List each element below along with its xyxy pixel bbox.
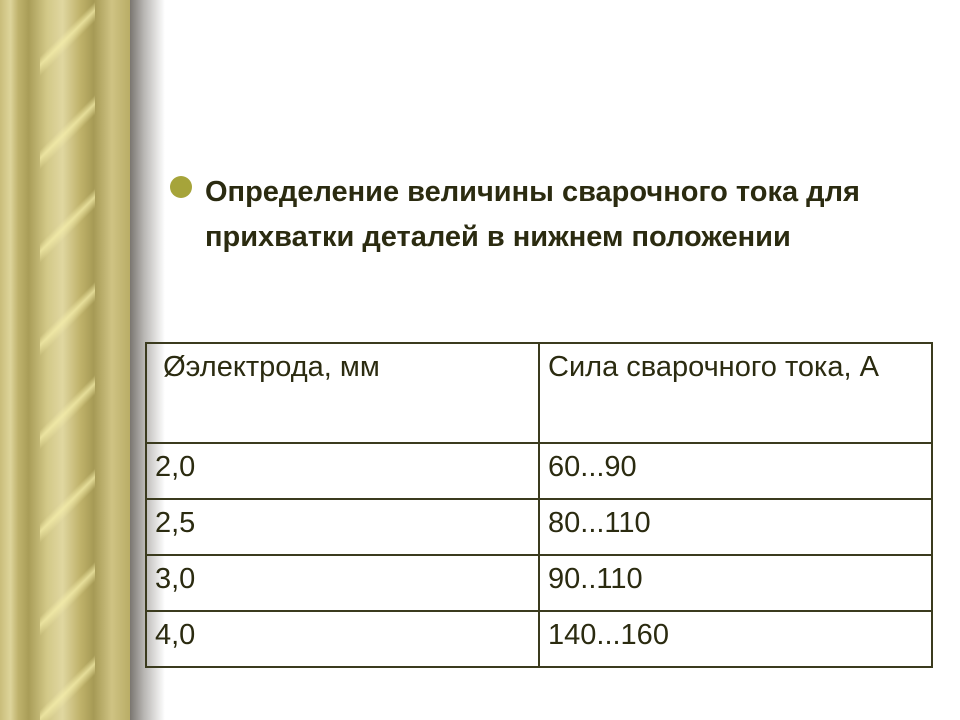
- slide-heading: Определение величины сварочного тока для…: [205, 176, 860, 253]
- table-row: 3,0 90..110: [145, 554, 933, 612]
- current-table: Øэлектрода, мм Сила сварочного тока, А 2…: [145, 342, 933, 668]
- cell-current: 80...110: [538, 498, 933, 556]
- table-row: 2,5 80...110: [145, 498, 933, 556]
- cell-current: 60...90: [538, 442, 933, 500]
- cell-diameter: 4,0: [145, 610, 540, 668]
- header-diameter: Øэлектрода, мм: [145, 342, 540, 444]
- cell-current: 140...160: [538, 610, 933, 668]
- table-row: 4,0 140...160: [145, 610, 933, 668]
- cell-diameter: 2,5: [145, 498, 540, 556]
- table-header-row: Øэлектрода, мм Сила сварочного тока, А: [145, 342, 933, 444]
- cell-current: 90..110: [538, 554, 933, 612]
- table-row: 2,0 60...90: [145, 442, 933, 500]
- header-current: Сила сварочного тока, А: [538, 342, 933, 444]
- bullet-icon: [170, 176, 192, 198]
- decorative-column: [0, 0, 130, 720]
- cell-diameter: 3,0: [145, 554, 540, 612]
- cell-diameter: 2,0: [145, 442, 540, 500]
